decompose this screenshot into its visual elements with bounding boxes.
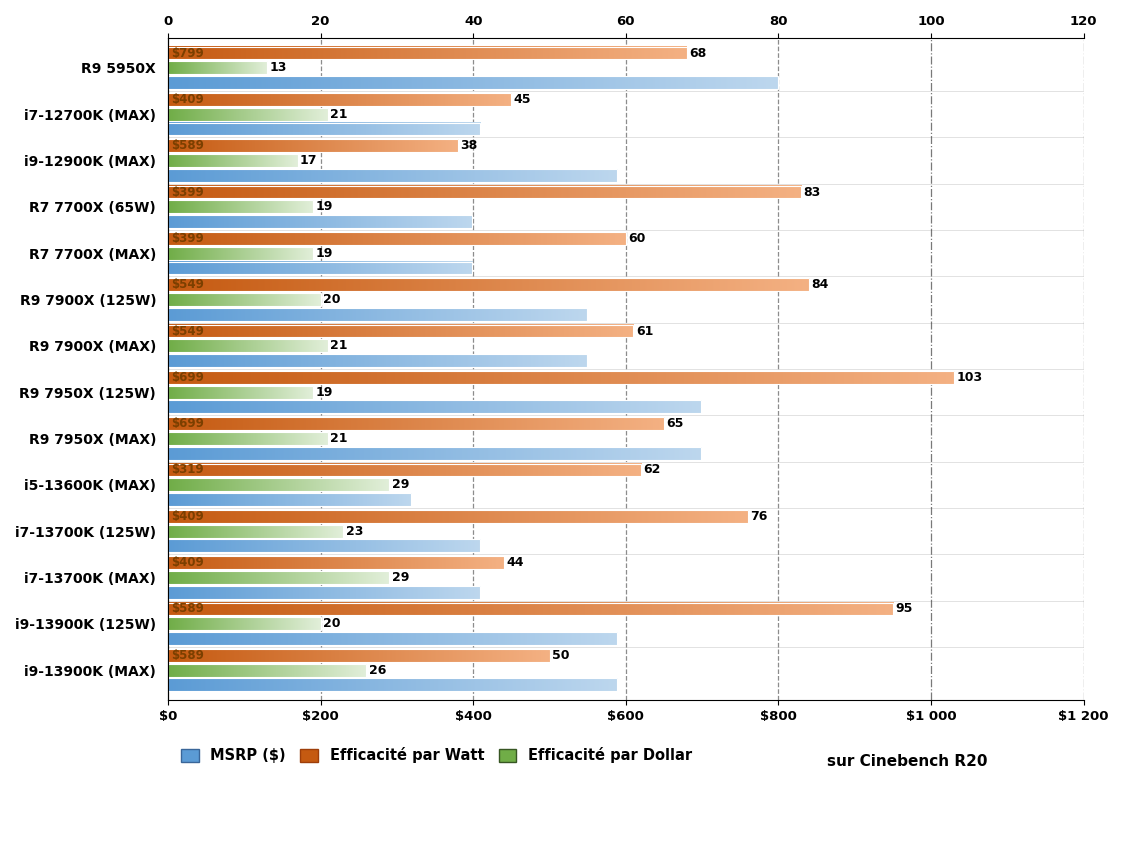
Bar — [167, 586, 480, 599]
Bar — [167, 525, 344, 538]
Bar — [167, 46, 687, 60]
Bar — [167, 354, 587, 367]
Bar — [167, 293, 320, 306]
Text: 20: 20 — [323, 617, 341, 631]
Bar — [167, 108, 328, 120]
Bar — [167, 324, 634, 338]
Text: 65: 65 — [667, 417, 683, 430]
Text: 13: 13 — [270, 61, 287, 74]
Bar — [167, 139, 457, 152]
Text: 20: 20 — [323, 293, 341, 306]
Text: 83: 83 — [804, 185, 821, 199]
Text: $699: $699 — [171, 417, 203, 430]
Text: 21: 21 — [330, 339, 348, 352]
Text: 19: 19 — [315, 247, 333, 259]
Legend: MSRP ($), Efficacité par Watt, Efficacité par Dollar: MSRP ($), Efficacité par Watt, Efficacit… — [175, 742, 698, 769]
Bar — [167, 617, 320, 631]
Text: 19: 19 — [315, 200, 333, 213]
Bar — [167, 463, 641, 477]
Bar — [167, 632, 617, 645]
Text: $549: $549 — [171, 278, 203, 291]
Bar — [167, 61, 268, 74]
Text: $319: $319 — [171, 463, 203, 477]
Text: 44: 44 — [506, 557, 524, 569]
Bar — [167, 247, 312, 259]
Bar — [167, 386, 312, 398]
Text: 29: 29 — [391, 478, 409, 492]
Bar — [167, 540, 480, 552]
Bar — [167, 603, 892, 616]
Text: $409: $409 — [171, 93, 203, 106]
Text: $589: $589 — [171, 139, 203, 152]
Bar — [167, 122, 480, 136]
Bar — [167, 262, 472, 274]
Text: 21: 21 — [330, 108, 348, 120]
Bar — [167, 93, 511, 106]
Text: 61: 61 — [636, 324, 653, 338]
Text: 76: 76 — [750, 509, 768, 523]
Text: 19: 19 — [315, 386, 333, 398]
Text: sur Cinebench R20: sur Cinebench R20 — [827, 754, 988, 770]
Bar — [167, 76, 778, 89]
Bar — [167, 278, 809, 291]
Text: $409: $409 — [171, 509, 203, 523]
Text: 103: 103 — [957, 370, 982, 384]
Text: 95: 95 — [895, 603, 913, 616]
Text: 62: 62 — [643, 463, 661, 477]
Text: 26: 26 — [369, 663, 386, 677]
Text: 45: 45 — [514, 93, 532, 106]
Bar — [167, 679, 617, 691]
Text: 23: 23 — [346, 525, 363, 538]
Text: $589: $589 — [171, 649, 203, 662]
Text: $699: $699 — [171, 370, 203, 384]
Text: $589: $589 — [171, 603, 203, 616]
Text: $409: $409 — [171, 557, 203, 569]
Bar — [167, 370, 954, 384]
Bar — [167, 571, 389, 584]
Bar — [167, 339, 328, 352]
Text: $799: $799 — [171, 46, 203, 60]
Text: 38: 38 — [460, 139, 478, 152]
Bar — [167, 401, 701, 413]
Text: 84: 84 — [812, 278, 828, 291]
Bar — [167, 478, 389, 492]
Text: 50: 50 — [552, 649, 570, 662]
Bar — [167, 185, 801, 199]
Bar — [167, 447, 701, 460]
Bar — [167, 417, 664, 430]
Text: $399: $399 — [171, 185, 203, 199]
Bar — [167, 649, 550, 662]
Bar — [167, 200, 312, 213]
Bar — [167, 216, 472, 228]
Text: $549: $549 — [171, 324, 203, 338]
Bar — [167, 493, 411, 506]
Bar — [167, 510, 747, 523]
Text: 21: 21 — [330, 432, 348, 445]
Text: 17: 17 — [300, 154, 317, 167]
Text: $399: $399 — [171, 232, 203, 245]
Bar — [167, 154, 298, 167]
Bar — [167, 432, 328, 445]
Text: 60: 60 — [628, 232, 645, 245]
Bar — [167, 169, 617, 182]
Text: 29: 29 — [391, 571, 409, 584]
Bar — [167, 232, 626, 245]
Text: 68: 68 — [689, 46, 707, 60]
Bar — [167, 557, 504, 569]
Bar — [167, 663, 366, 677]
Bar — [167, 308, 587, 321]
